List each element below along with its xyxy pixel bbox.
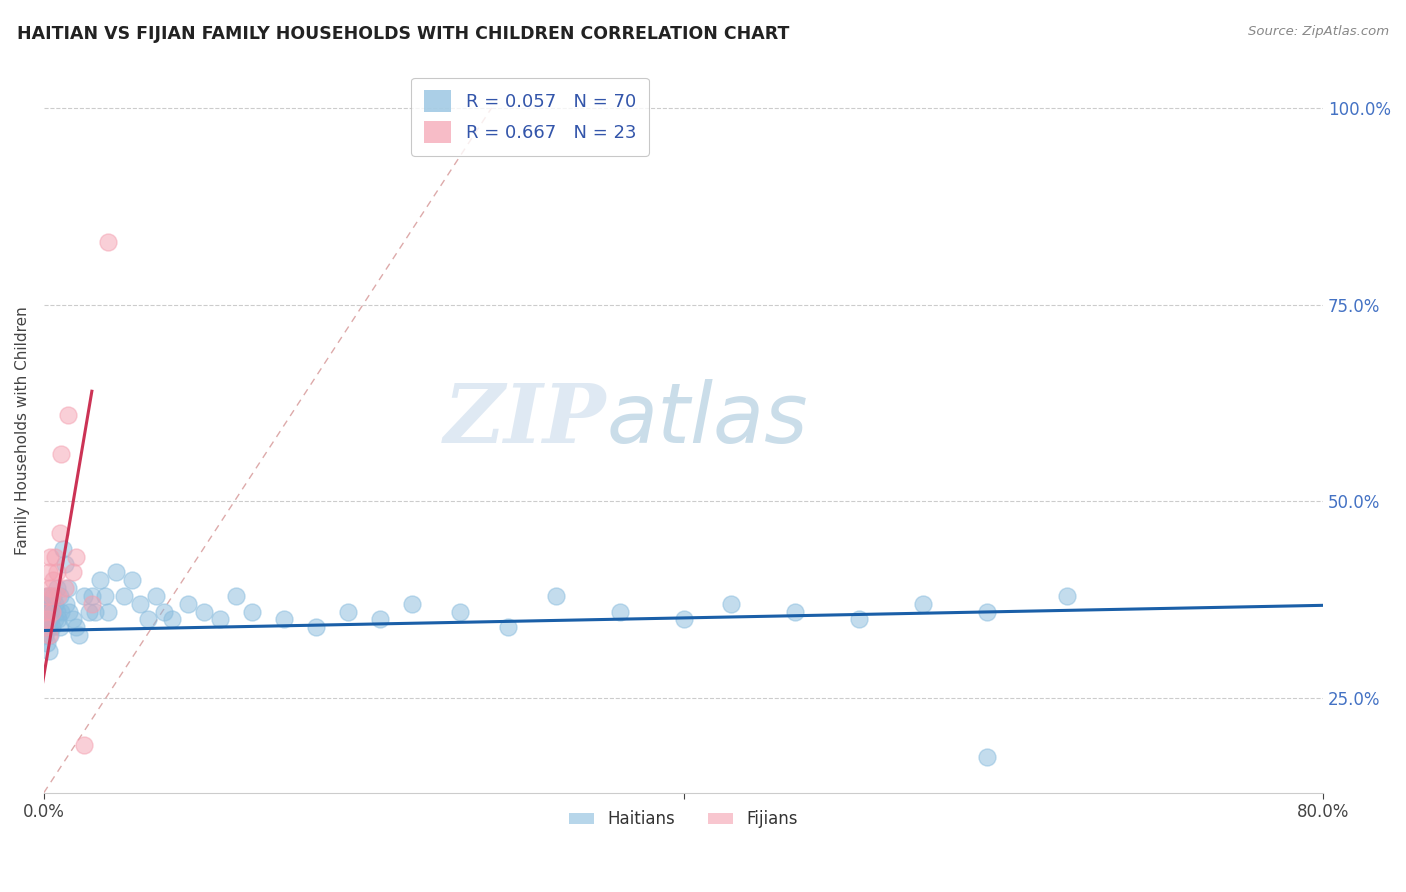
Haitians <box>785 605 807 619</box>
Haitians <box>80 589 103 603</box>
Haitians <box>336 605 359 619</box>
Haitians <box>672 612 695 626</box>
Fijians <box>35 589 58 603</box>
Fijians <box>42 573 65 587</box>
Fijians <box>39 581 62 595</box>
Haitians <box>38 620 60 634</box>
Fijians <box>45 566 67 580</box>
Haitians <box>368 612 391 626</box>
Haitians <box>121 573 143 587</box>
Haitians <box>720 597 742 611</box>
Haitians <box>35 605 58 619</box>
Haitians <box>38 589 60 603</box>
Fijians <box>38 628 60 642</box>
Haitians <box>609 605 631 619</box>
Fijians <box>49 525 72 540</box>
Fijians <box>80 597 103 611</box>
Haitians <box>56 581 79 595</box>
Haitians <box>976 750 998 764</box>
Fijians <box>34 620 56 634</box>
Text: HAITIAN VS FIJIAN FAMILY HOUSEHOLDS WITH CHILDREN CORRELATION CHART: HAITIAN VS FIJIAN FAMILY HOUSEHOLDS WITH… <box>17 25 789 43</box>
Fijians <box>41 605 63 619</box>
Haitians <box>208 612 231 626</box>
Text: ZIP: ZIP <box>444 380 607 459</box>
Haitians <box>89 573 111 587</box>
Text: atlas: atlas <box>607 379 808 460</box>
Haitians <box>44 612 66 626</box>
Haitians <box>104 566 127 580</box>
Haitians <box>273 612 295 626</box>
Haitians <box>45 605 67 619</box>
Text: Source: ZipAtlas.com: Source: ZipAtlas.com <box>1249 25 1389 38</box>
Haitians <box>449 605 471 619</box>
Haitians <box>77 605 100 619</box>
Haitians <box>73 589 96 603</box>
Haitians <box>55 597 77 611</box>
Haitians <box>53 558 76 572</box>
Fijians <box>97 235 120 249</box>
Fijians <box>56 408 79 422</box>
Fijians <box>46 589 69 603</box>
Haitians <box>41 620 63 634</box>
Haitians <box>52 541 75 556</box>
Haitians <box>38 605 60 619</box>
Haitians <box>49 589 72 603</box>
Haitians <box>38 644 60 658</box>
Haitians <box>177 597 200 611</box>
Haitians <box>305 620 328 634</box>
Haitians <box>42 589 65 603</box>
Haitians <box>912 597 935 611</box>
Haitians <box>34 612 56 626</box>
Legend: Haitians, Fijians: Haitians, Fijians <box>562 804 804 835</box>
Haitians <box>35 589 58 603</box>
Haitians <box>49 620 72 634</box>
Haitians <box>35 636 58 650</box>
Haitians <box>41 597 63 611</box>
Haitians <box>496 620 519 634</box>
Haitians <box>136 612 159 626</box>
Fijians <box>44 549 66 564</box>
Haitians <box>84 605 107 619</box>
Haitians <box>35 620 58 634</box>
Haitians <box>34 597 56 611</box>
Haitians <box>62 612 84 626</box>
Haitians <box>128 597 150 611</box>
Haitians <box>544 589 567 603</box>
Haitians <box>58 605 80 619</box>
Haitians <box>46 612 69 626</box>
Fijians <box>39 549 62 564</box>
Haitians <box>51 605 73 619</box>
Fijians <box>73 739 96 753</box>
Haitians <box>193 605 215 619</box>
Haitians <box>44 597 66 611</box>
Haitians <box>34 628 56 642</box>
Haitians <box>97 605 120 619</box>
Fijians <box>62 566 84 580</box>
Haitians <box>240 605 263 619</box>
Fijians <box>38 566 60 580</box>
Haitians <box>1056 589 1078 603</box>
Fijians <box>35 612 58 626</box>
Fijians <box>51 447 73 461</box>
Haitians <box>45 581 67 595</box>
Haitians <box>225 589 247 603</box>
Haitians <box>160 612 183 626</box>
Haitians <box>401 597 423 611</box>
Haitians <box>93 589 115 603</box>
Haitians <box>65 620 87 634</box>
Haitians <box>848 612 870 626</box>
Fijians <box>53 581 76 595</box>
Fijians <box>65 549 87 564</box>
Fijians <box>34 605 56 619</box>
Haitians <box>145 589 167 603</box>
Haitians <box>39 612 62 626</box>
Haitians <box>42 605 65 619</box>
Haitians <box>39 628 62 642</box>
Haitians <box>112 589 135 603</box>
Y-axis label: Family Households with Children: Family Households with Children <box>15 306 30 555</box>
Haitians <box>67 628 90 642</box>
Haitians <box>153 605 176 619</box>
Haitians <box>976 605 998 619</box>
Fijians <box>41 589 63 603</box>
